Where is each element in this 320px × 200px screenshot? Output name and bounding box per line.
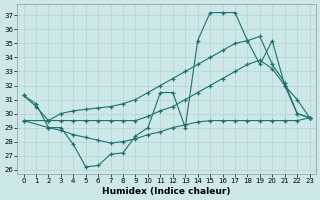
X-axis label: Humidex (Indice chaleur): Humidex (Indice chaleur)	[102, 187, 231, 196]
